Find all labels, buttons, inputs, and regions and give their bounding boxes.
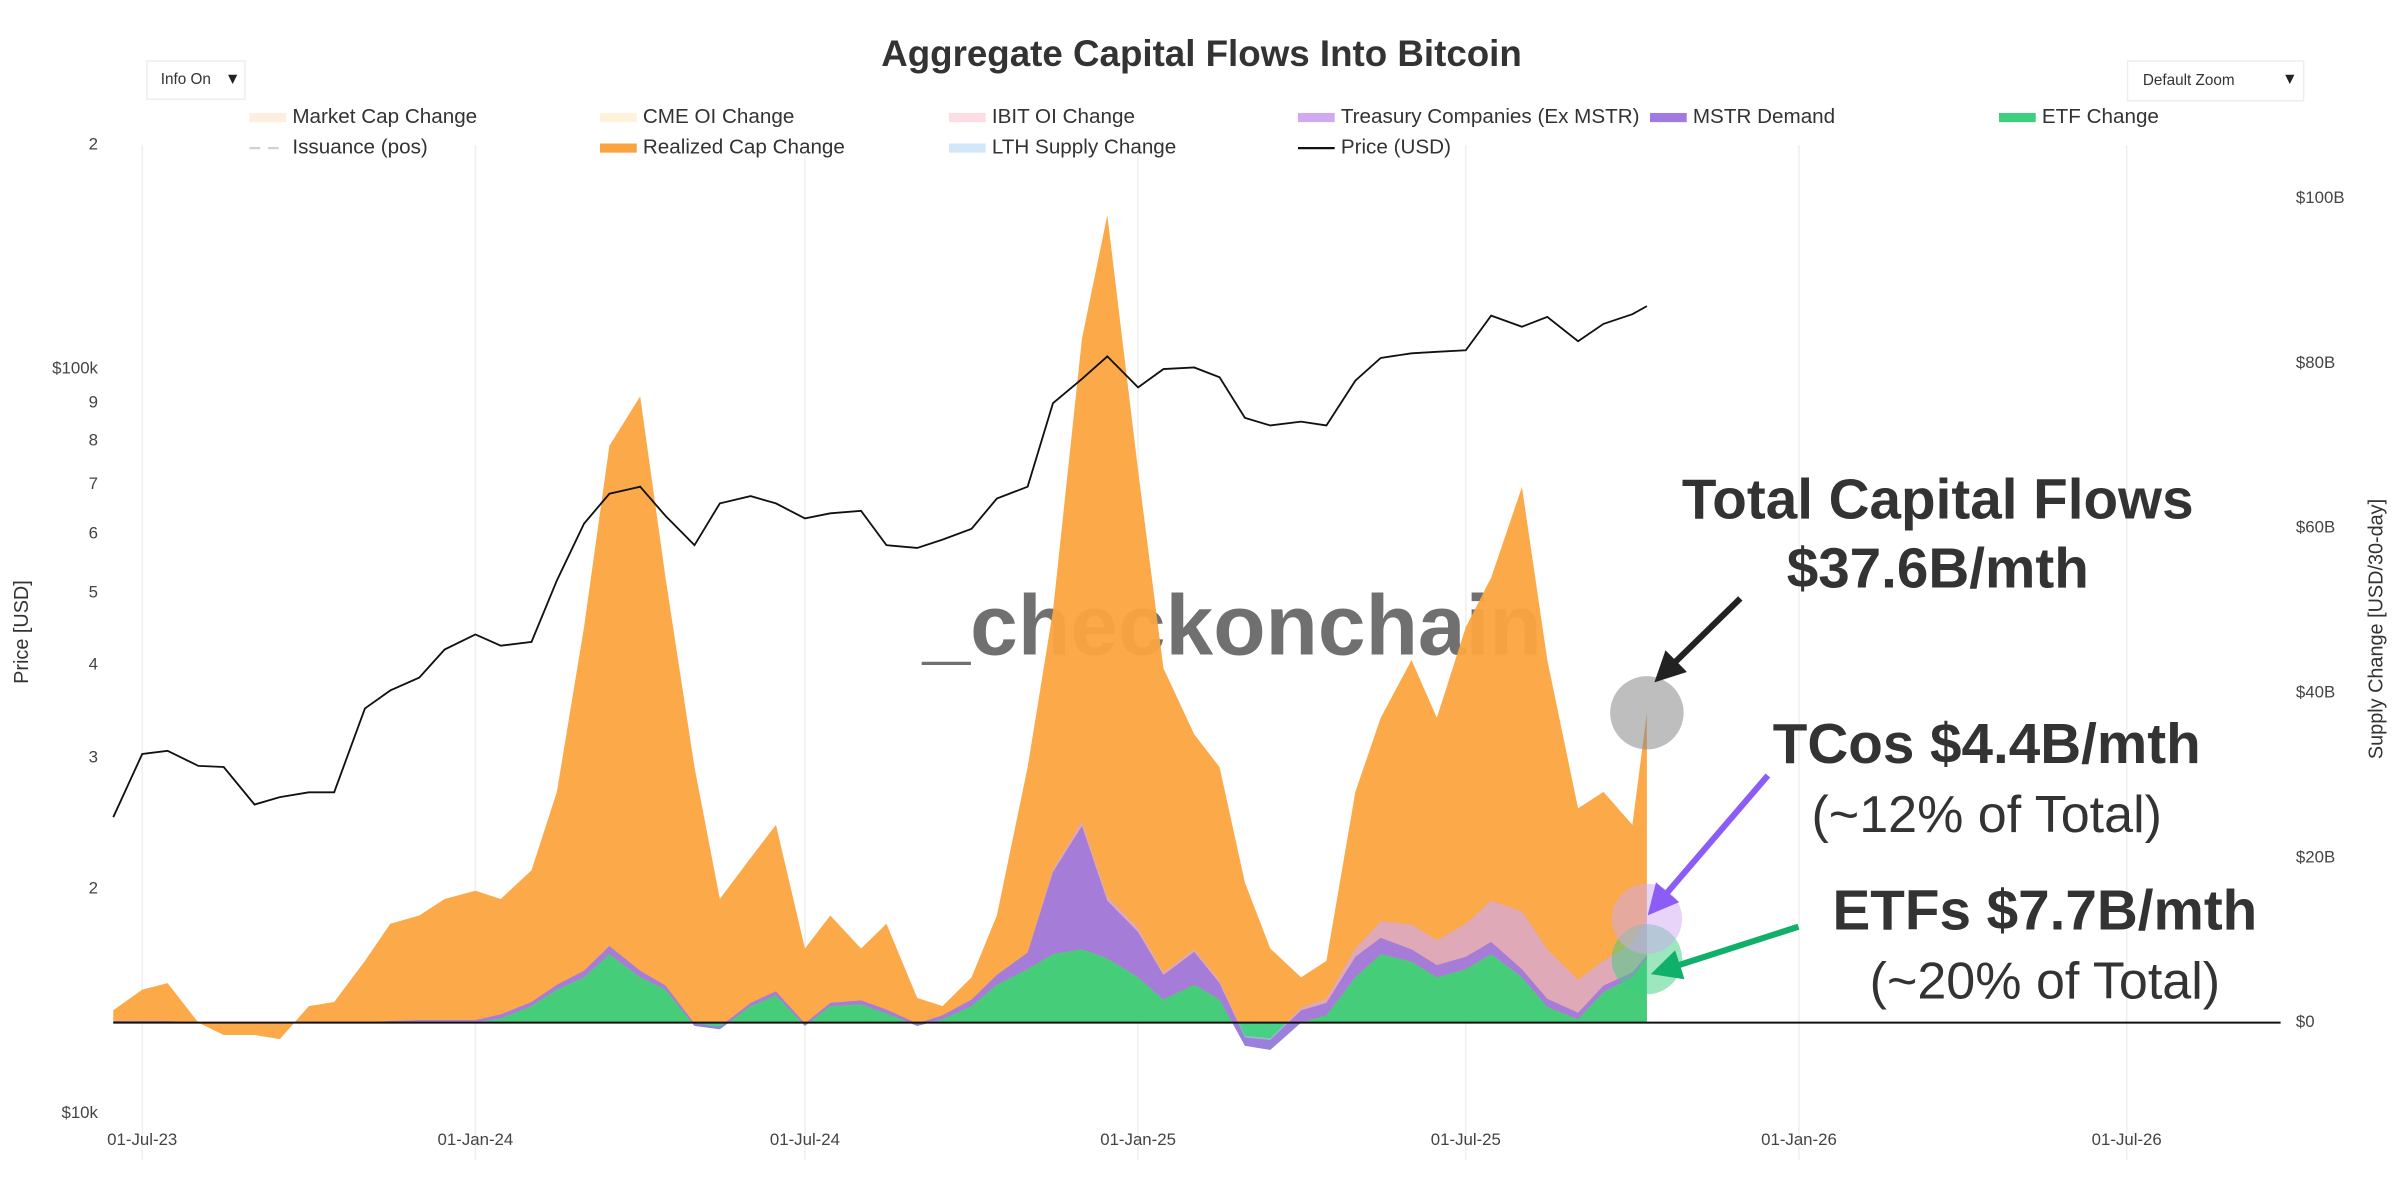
x-tick-label: 01-Jan-24 bbox=[438, 1130, 514, 1149]
dropdown-arrow[interactable] bbox=[228, 74, 238, 84]
legend-swatch bbox=[1998, 112, 2036, 123]
y2-tick-label: $20B bbox=[2296, 847, 2335, 866]
x-tick-label: 01-Jul-24 bbox=[770, 1130, 840, 1149]
x-tick-label: 01-Jul-23 bbox=[107, 1130, 177, 1149]
y-tick-label: 7 bbox=[89, 474, 98, 493]
annotation: Total Capital Flows bbox=[1682, 468, 2194, 531]
dropdown-box[interactable] bbox=[146, 60, 246, 100]
legend-swatch bbox=[249, 112, 287, 123]
y-tick-label: 3 bbox=[89, 748, 98, 767]
legend-label: MSTR Demand bbox=[1693, 105, 1835, 128]
legend-swatch bbox=[600, 112, 637, 123]
y2-axis-title: Supply Change [USD/30-day] bbox=[2365, 499, 2387, 759]
y2-tick-label: $100B bbox=[2296, 188, 2345, 207]
y-tick-label: 5 bbox=[89, 583, 98, 602]
x-tick-label: 01-Jan-25 bbox=[1100, 1130, 1176, 1149]
annotation-arrow bbox=[1647, 773, 1771, 916]
watermark: _checkonchain bbox=[922, 579, 1542, 674]
price-line bbox=[112, 305, 1648, 818]
legend-label: Realized Cap Change bbox=[643, 136, 845, 159]
legend-label: LTH Supply Change bbox=[992, 136, 1176, 159]
y-tick-label: 4 bbox=[89, 655, 98, 674]
y-tick-label: 2 bbox=[89, 879, 98, 898]
legend-swatch bbox=[1297, 112, 1335, 123]
y2-tick-label: $40B bbox=[2296, 682, 2335, 701]
legend-label: IBIT OI Change bbox=[992, 105, 1135, 128]
dropdown-label[interactable]: Info On bbox=[161, 71, 211, 88]
legend: Market Cap Change CME OI Change IBIT OI Ch… bbox=[249, 105, 2159, 159]
y2-tick-label: $80B bbox=[2296, 353, 2335, 372]
dropdown-arrow[interactable] bbox=[2285, 74, 2295, 84]
annotation: (~12% of Total) bbox=[1811, 786, 2161, 844]
annotation: TCos $4.4B/mth bbox=[1773, 712, 2201, 775]
x-tick-label: 01-Jul-25 bbox=[1431, 1130, 1501, 1149]
legend-label: Treasury Companies (Ex MSTR) bbox=[1341, 105, 1640, 128]
annotation: (~20% of Total) bbox=[1870, 952, 2220, 1010]
y-tick-label: 9 bbox=[89, 393, 98, 412]
highlight-circle bbox=[1610, 676, 1684, 750]
y-tick-label: 8 bbox=[89, 431, 98, 450]
legend-label: Market Cap Change bbox=[292, 105, 477, 128]
zoom-dropdown[interactable]: Default Zoom bbox=[2126, 60, 2305, 102]
highlight-circle bbox=[1611, 883, 1683, 954]
x-tick-label: 01-Jul-26 bbox=[2092, 1130, 2162, 1149]
y-axis-title: Price [USD] bbox=[11, 580, 33, 684]
annotation-arrow bbox=[1650, 923, 1800, 980]
legend-swatch bbox=[948, 112, 986, 123]
y2-tick-label: $0 bbox=[2296, 1012, 2315, 1031]
annotation: ETFs $7.7B/mth bbox=[1833, 878, 2258, 941]
legend-label: CME OI Change bbox=[643, 105, 795, 128]
y2-tick-label: $60B bbox=[2296, 518, 2335, 537]
legend-swatch bbox=[600, 143, 637, 153]
legend-label: ETF Change bbox=[2042, 105, 2159, 128]
legend-swatch bbox=[948, 143, 986, 153]
y-tick-label: 6 bbox=[89, 524, 98, 543]
legend-label: Issuance (pos) bbox=[292, 136, 427, 159]
legend-swatch bbox=[1650, 112, 1687, 123]
axes: 01-Jul-23 01-Jan-24 01-Jul-24 01-Jan-25 01-J… bbox=[52, 134, 2344, 1148]
x-tick-label: 01-Jan-26 bbox=[1761, 1130, 1837, 1149]
dropdown-label[interactable]: Default Zoom bbox=[2143, 72, 2235, 89]
dropdown-box[interactable] bbox=[2126, 60, 2305, 102]
annotation: $37.6B/mth bbox=[1787, 536, 2089, 599]
y-tick-label: $10k bbox=[61, 1103, 98, 1122]
info-dropdown[interactable]: Info On bbox=[146, 60, 246, 100]
y-tick-label: 2 bbox=[89, 134, 98, 153]
area bbox=[113, 949, 1647, 1050]
y-tick-label: $100k bbox=[52, 359, 98, 378]
chart-title: Aggregate Capital Flows Into Bitcoin bbox=[881, 33, 1522, 74]
annotation-arrow bbox=[1654, 596, 1743, 683]
legend-label: Price (USD) bbox=[1341, 136, 1451, 159]
